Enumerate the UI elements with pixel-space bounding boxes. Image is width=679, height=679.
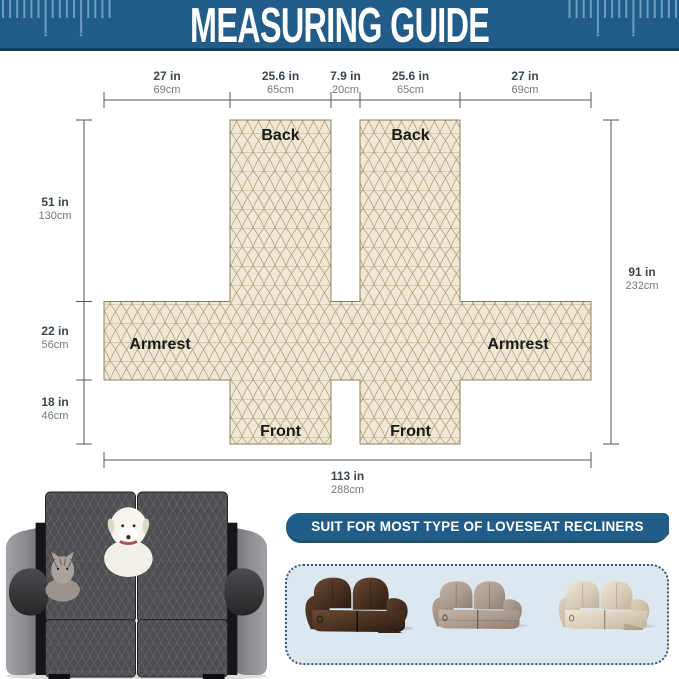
svg-text:51 in: 51 in — [41, 195, 68, 209]
svg-text:Armrest: Armrest — [129, 336, 191, 353]
svg-text:113 in: 113 in — [331, 469, 364, 483]
svg-text:91 in: 91 in — [628, 265, 655, 279]
svg-text:27 in: 27 in — [511, 69, 538, 83]
svg-text:232cm: 232cm — [625, 280, 658, 292]
svg-text:69cm: 69cm — [154, 84, 181, 96]
svg-text:20cm: 20cm — [332, 84, 359, 96]
svg-text:65cm: 65cm — [397, 84, 424, 96]
svg-text:56cm: 56cm — [42, 339, 69, 351]
svg-text:69cm: 69cm — [512, 84, 539, 96]
svg-text:Front: Front — [260, 423, 302, 440]
svg-text:25.6 in: 25.6 in — [392, 69, 429, 83]
svg-text:65cm: 65cm — [267, 84, 294, 96]
svg-text:22 in: 22 in — [41, 324, 68, 338]
svg-text:46cm: 46cm — [42, 410, 69, 422]
svg-text:18 in: 18 in — [41, 395, 68, 409]
svg-text:Front: Front — [390, 423, 432, 440]
svg-text:Back: Back — [391, 127, 429, 144]
svg-text:Armrest: Armrest — [487, 336, 549, 353]
svg-text:Back: Back — [261, 127, 299, 144]
svg-text:288cm: 288cm — [331, 484, 364, 495]
svg-text:27 in: 27 in — [153, 69, 180, 83]
svg-text:25.6 in: 25.6 in — [262, 69, 299, 83]
svg-text:7.9 in: 7.9 in — [330, 69, 361, 83]
svg-text:130cm: 130cm — [38, 210, 71, 222]
